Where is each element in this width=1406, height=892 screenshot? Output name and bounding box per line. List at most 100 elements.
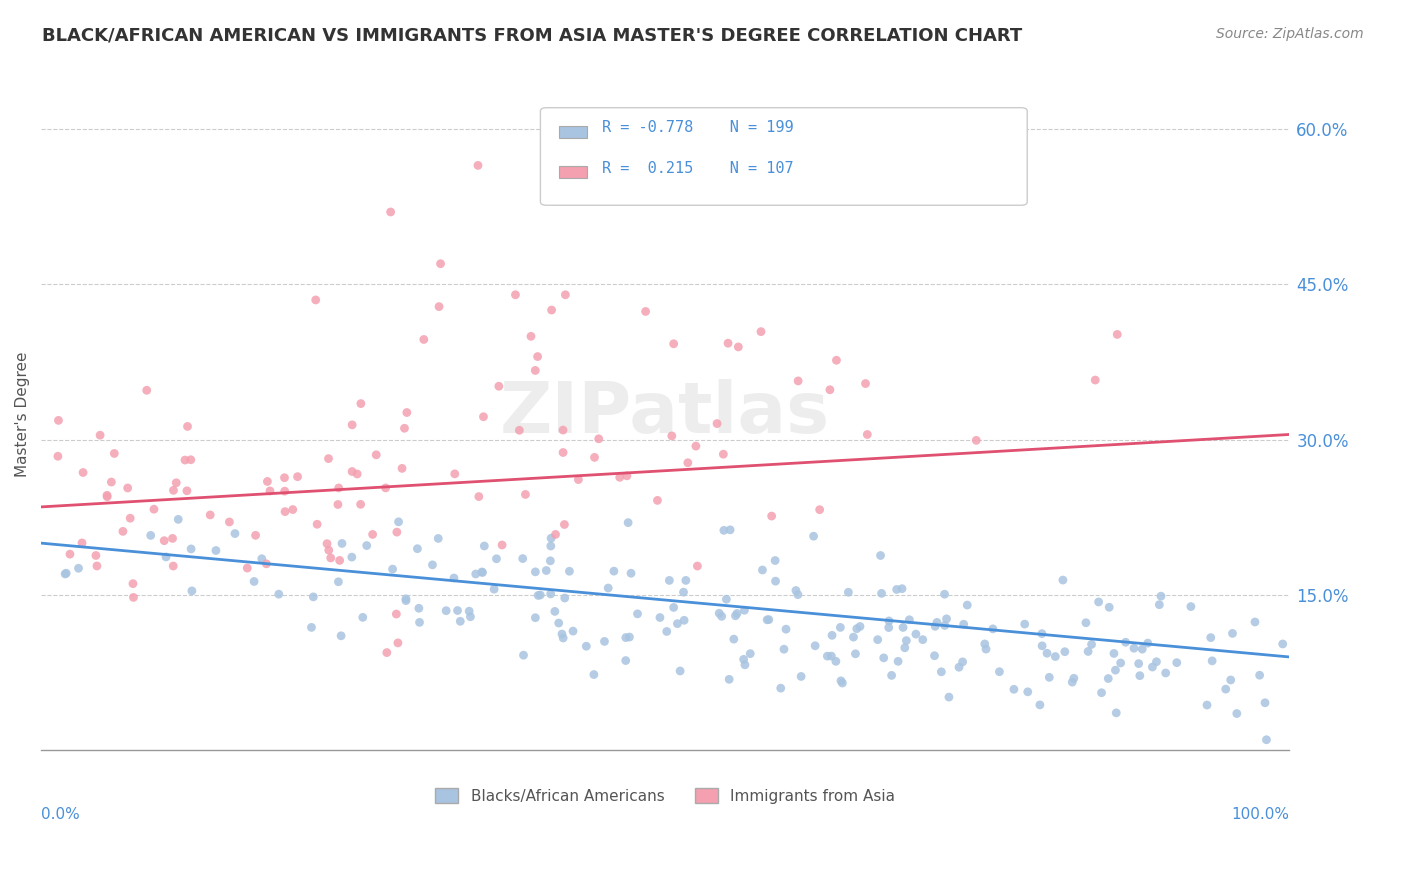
Point <box>598 581 620 595</box>
Point <box>319 550 342 565</box>
Point <box>662 336 685 351</box>
Point <box>1271 637 1294 651</box>
Point <box>540 531 562 545</box>
Point <box>740 647 762 661</box>
Point <box>956 598 979 612</box>
Point <box>96 488 118 502</box>
Point <box>1180 599 1202 614</box>
Point <box>218 515 240 529</box>
Point <box>1002 682 1025 697</box>
Point <box>544 604 567 618</box>
Point <box>427 300 450 314</box>
Point <box>394 421 416 435</box>
Point <box>551 445 574 459</box>
Point <box>1146 655 1168 669</box>
Point <box>866 632 889 647</box>
Point <box>1074 615 1097 630</box>
Point <box>820 649 842 664</box>
Point <box>1142 660 1164 674</box>
Point <box>505 287 527 301</box>
Point <box>274 505 297 519</box>
Point <box>122 576 145 591</box>
Point <box>460 609 482 624</box>
Point <box>328 574 350 589</box>
Point <box>391 461 413 475</box>
Point <box>924 619 946 633</box>
Point <box>395 405 418 419</box>
Point <box>256 475 278 489</box>
Point <box>620 566 643 581</box>
Point <box>366 448 388 462</box>
Point <box>1087 595 1109 609</box>
Point <box>614 631 637 645</box>
Point <box>880 668 903 682</box>
Point <box>267 587 290 601</box>
Point <box>375 646 398 660</box>
Point <box>346 467 368 481</box>
Point <box>120 511 142 525</box>
Point <box>174 453 197 467</box>
Point <box>706 417 728 431</box>
Point <box>669 664 692 678</box>
Point <box>1149 598 1171 612</box>
Point <box>443 467 465 481</box>
Point <box>491 538 513 552</box>
Point <box>891 582 914 596</box>
Point <box>716 592 738 607</box>
Point <box>1031 626 1053 640</box>
Point <box>856 427 879 442</box>
Point <box>1254 696 1277 710</box>
Point <box>540 587 562 601</box>
Point <box>1256 732 1278 747</box>
Point <box>1215 682 1237 697</box>
Point <box>408 615 430 630</box>
Point <box>224 526 246 541</box>
Point <box>250 551 273 566</box>
Point <box>769 681 792 695</box>
Point <box>849 619 872 633</box>
Point <box>562 624 585 639</box>
Point <box>934 587 956 601</box>
Point <box>634 304 657 318</box>
Point <box>837 585 859 599</box>
Point <box>305 293 328 307</box>
Point <box>443 571 465 585</box>
Point <box>1199 631 1222 645</box>
Point <box>245 528 267 542</box>
Point <box>318 451 340 466</box>
Point <box>153 533 176 548</box>
Point <box>952 655 974 669</box>
Point <box>804 639 827 653</box>
Point <box>236 561 259 575</box>
Point <box>815 649 838 664</box>
Point <box>1222 626 1244 640</box>
Point <box>273 471 295 485</box>
Point <box>471 566 494 580</box>
Point <box>540 303 562 318</box>
Point <box>529 588 551 602</box>
Point <box>718 673 741 687</box>
Point <box>254 557 277 571</box>
Point <box>1154 665 1177 680</box>
FancyBboxPatch shape <box>540 108 1028 205</box>
Point <box>724 608 747 623</box>
Point <box>603 564 626 578</box>
Point <box>547 615 569 630</box>
Point <box>673 613 696 627</box>
Point <box>180 452 202 467</box>
Point <box>340 417 363 432</box>
Point <box>287 469 309 483</box>
Point <box>381 562 404 576</box>
Point <box>717 336 740 351</box>
Point <box>458 604 481 618</box>
Point <box>614 654 637 668</box>
Point <box>877 614 900 628</box>
Point <box>952 617 974 632</box>
Point <box>1090 686 1112 700</box>
Point <box>763 553 786 567</box>
Point <box>1045 649 1067 664</box>
Point <box>911 632 934 647</box>
Text: R =  0.215    N = 107: R = 0.215 N = 107 <box>602 161 793 176</box>
Point <box>711 447 734 461</box>
Point <box>582 667 605 681</box>
